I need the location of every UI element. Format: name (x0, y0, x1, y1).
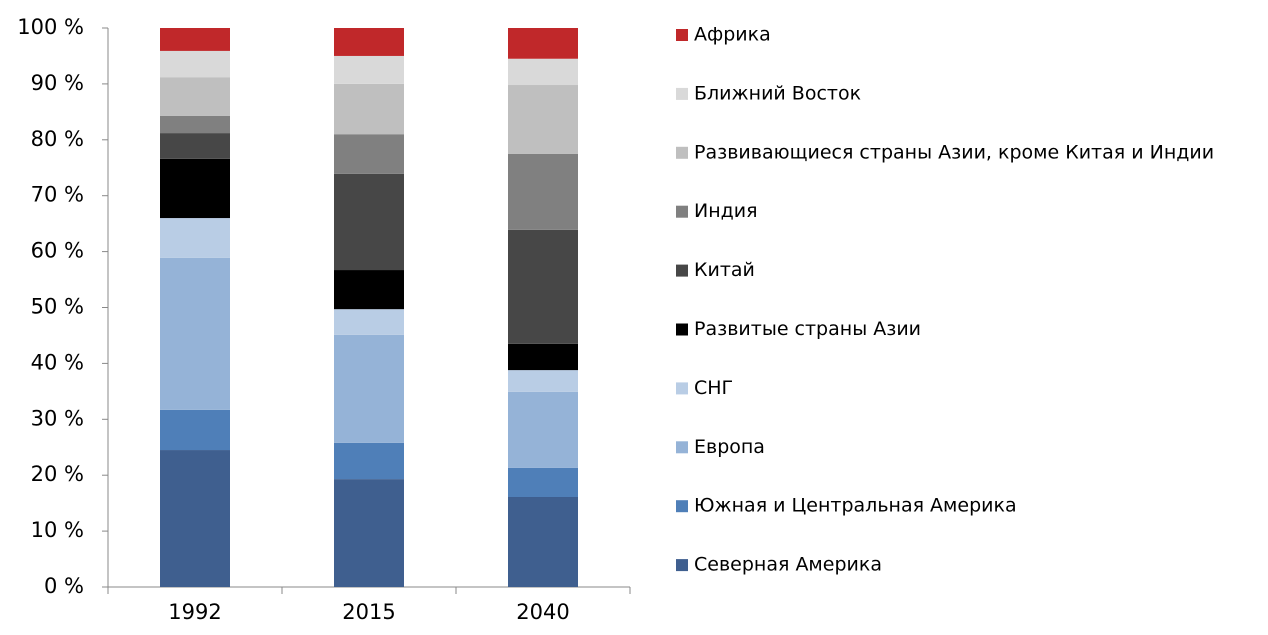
y-tick-label: 40 % (31, 350, 84, 374)
x-tick-label: 2015 (342, 600, 395, 624)
bar-segment (508, 58, 578, 86)
bar-segment (334, 442, 404, 480)
y-tick-label: 10 % (31, 518, 84, 542)
legend-label: Европа (694, 436, 765, 458)
legend-swatch (676, 500, 688, 513)
bar-segment (334, 55, 404, 84)
y-tick-label: 50 % (31, 295, 84, 319)
legend-label: СНГ (694, 377, 733, 399)
bar-segment (160, 133, 230, 159)
bar-segment (508, 467, 578, 498)
y-tick-label: 0 % (44, 574, 84, 598)
bar-segment (508, 153, 578, 230)
bar-segment (508, 85, 578, 154)
y-tick-label: 100 % (17, 15, 84, 39)
bar-segment (160, 257, 230, 410)
legend-swatch (676, 146, 688, 159)
y-tick-label: 20 % (31, 462, 84, 486)
legend-label: Ближний Восток (694, 82, 861, 104)
legend-swatch (676, 559, 688, 572)
y-tick-label: 70 % (31, 183, 84, 207)
bar-segment (160, 158, 230, 219)
legend-swatch (676, 382, 688, 395)
y-tick-label: 80 % (31, 127, 84, 151)
bar-segment (160, 28, 230, 51)
legend-label: Африка (694, 24, 771, 46)
bar-segment (160, 218, 230, 258)
legend-swatch (676, 441, 688, 454)
bar-segment (160, 450, 230, 587)
bar-segment (160, 115, 230, 134)
legend-label: Индия (694, 200, 758, 222)
y-tick-label: 90 % (31, 71, 84, 95)
legend-label: Северная Америка (694, 554, 882, 576)
legend-swatch (676, 323, 688, 336)
legend-label: Южная и Центральная Америка (694, 495, 1017, 517)
bar-segment (334, 479, 404, 587)
y-tick-label: 60 % (31, 239, 84, 263)
bar-segment (160, 50, 230, 78)
legend-swatch (676, 205, 688, 218)
bar-segment (508, 28, 578, 59)
bar-segment (334, 270, 404, 310)
x-tick-label: 2040 (516, 600, 569, 624)
legend-swatch (676, 29, 688, 41)
legend-swatch (676, 264, 688, 277)
bar-segment (508, 497, 578, 587)
bar-segment (334, 83, 404, 135)
bar-segment (334, 28, 404, 56)
bar-segment (334, 134, 404, 174)
bar-segment (508, 343, 578, 371)
bar-segment (508, 391, 578, 468)
legend-label: Развитые страны Азии (694, 318, 921, 340)
bar-segment (508, 370, 578, 392)
y-tick-label: 30 % (31, 406, 84, 430)
bar-segment (160, 77, 230, 116)
legend-label: Развивающиеся страны Азии, кроме Китая и… (694, 141, 1214, 163)
bar-segment (160, 409, 230, 451)
x-tick-label: 1992 (168, 600, 221, 624)
bar-segment (508, 229, 578, 344)
bar-segment (334, 334, 404, 443)
legend-swatch (676, 87, 688, 100)
bar-segment (334, 309, 404, 335)
bar-segment (334, 173, 404, 271)
legend-label: Китай (694, 259, 755, 281)
